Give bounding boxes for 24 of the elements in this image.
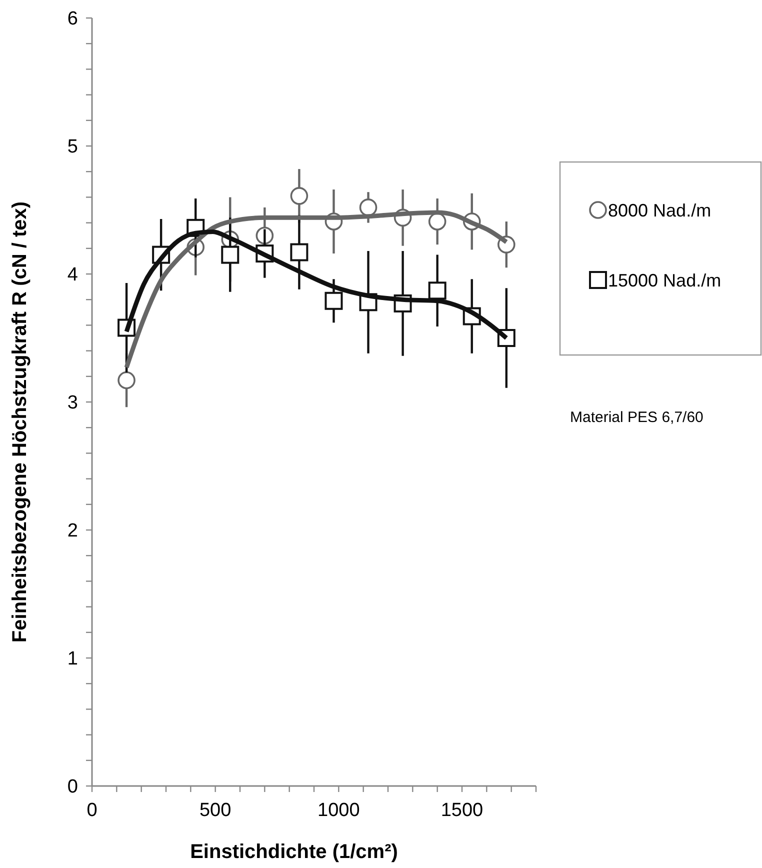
point — [359, 198, 378, 216]
y-tick-label: 0 — [67, 776, 78, 798]
point — [428, 212, 446, 230]
y-axis-title: Feinheitsbezogene Höchstzugkraft R (cN / tex) — [9, 201, 31, 643]
point — [290, 187, 308, 205]
x-tick-label: 1500 — [440, 800, 484, 821]
y-tick-label: 5 — [67, 136, 78, 158]
legend-label: 8000 Nad./m — [608, 200, 712, 220]
x-tick-label: 0 — [86, 800, 98, 821]
point — [428, 282, 446, 300]
y-tick-label: 2 — [67, 520, 78, 542]
legend-label: 15000 Nad./m — [608, 270, 722, 290]
x-tick-label: 1000 — [318, 800, 360, 821]
y-tick-label: 6 — [67, 8, 78, 30]
text: Material PES 6,7/60 — [570, 409, 704, 426]
point — [118, 371, 136, 390]
point — [290, 243, 308, 262]
point — [324, 292, 343, 310]
x-axis-title: Einstichdichte (1/cm²) — [190, 841, 398, 863]
x-tick-label: 500 — [199, 800, 232, 821]
y-tick-label: 1 — [67, 648, 78, 670]
point — [221, 246, 240, 264]
y-tick-label: 4 — [67, 264, 78, 286]
y-tick-label: 3 — [67, 392, 78, 414]
